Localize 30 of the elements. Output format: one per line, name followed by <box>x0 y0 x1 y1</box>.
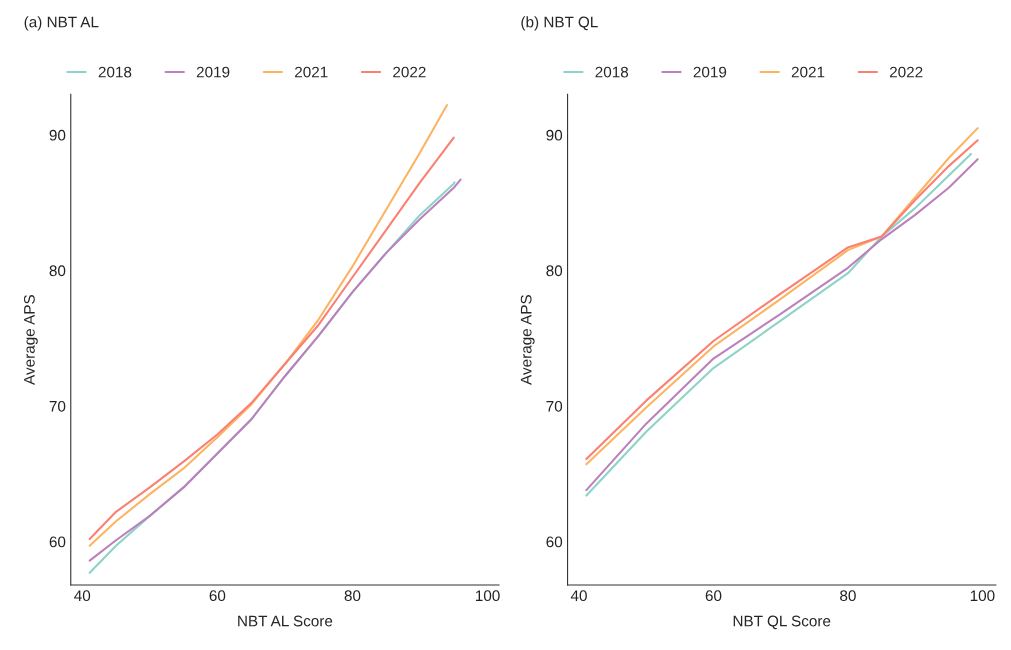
x-tick-label: 80 <box>840 590 856 602</box>
y-tick-label: 90 <box>546 129 563 141</box>
x-tick-label: 100 <box>475 590 500 602</box>
legend-label: 2021 <box>295 66 328 78</box>
y-axis-title: Average APS <box>520 295 535 385</box>
y-tick-label: 80 <box>546 265 563 277</box>
x-axis-title: NBT QL Score <box>733 615 831 630</box>
y-tick-label: 60 <box>49 536 66 548</box>
x-tick-label: 60 <box>705 590 722 602</box>
chart-title: (a) NBT AL <box>24 16 99 31</box>
legend-label: 2022 <box>889 66 923 78</box>
legend-label: 2019 <box>693 66 727 78</box>
y-tick-label: 70 <box>49 400 66 412</box>
y-tick-label: 60 <box>546 536 563 548</box>
legend-label: 2019 <box>196 66 230 78</box>
legend-label: 2021 <box>791 66 825 78</box>
y-tick-label: 80 <box>49 265 66 277</box>
legend-label: 2018 <box>595 66 629 78</box>
y-tick-label: 70 <box>546 400 563 412</box>
x-tick-label: 80 <box>344 590 361 602</box>
x-tick-label: 40 <box>570 590 587 602</box>
legend-label: 2022 <box>393 66 426 78</box>
x-tick-label: 40 <box>74 590 91 602</box>
x-tick-label: 60 <box>209 590 226 602</box>
y-tick-label: 90 <box>49 129 66 141</box>
x-axis-title: NBT AL Score <box>238 615 333 627</box>
legend-label: 2018 <box>98 66 132 78</box>
x-tick-label: 100 <box>970 590 995 602</box>
chart-title: (b) NBT QL <box>521 16 598 31</box>
y-axis-title: Average APS <box>23 295 38 385</box>
